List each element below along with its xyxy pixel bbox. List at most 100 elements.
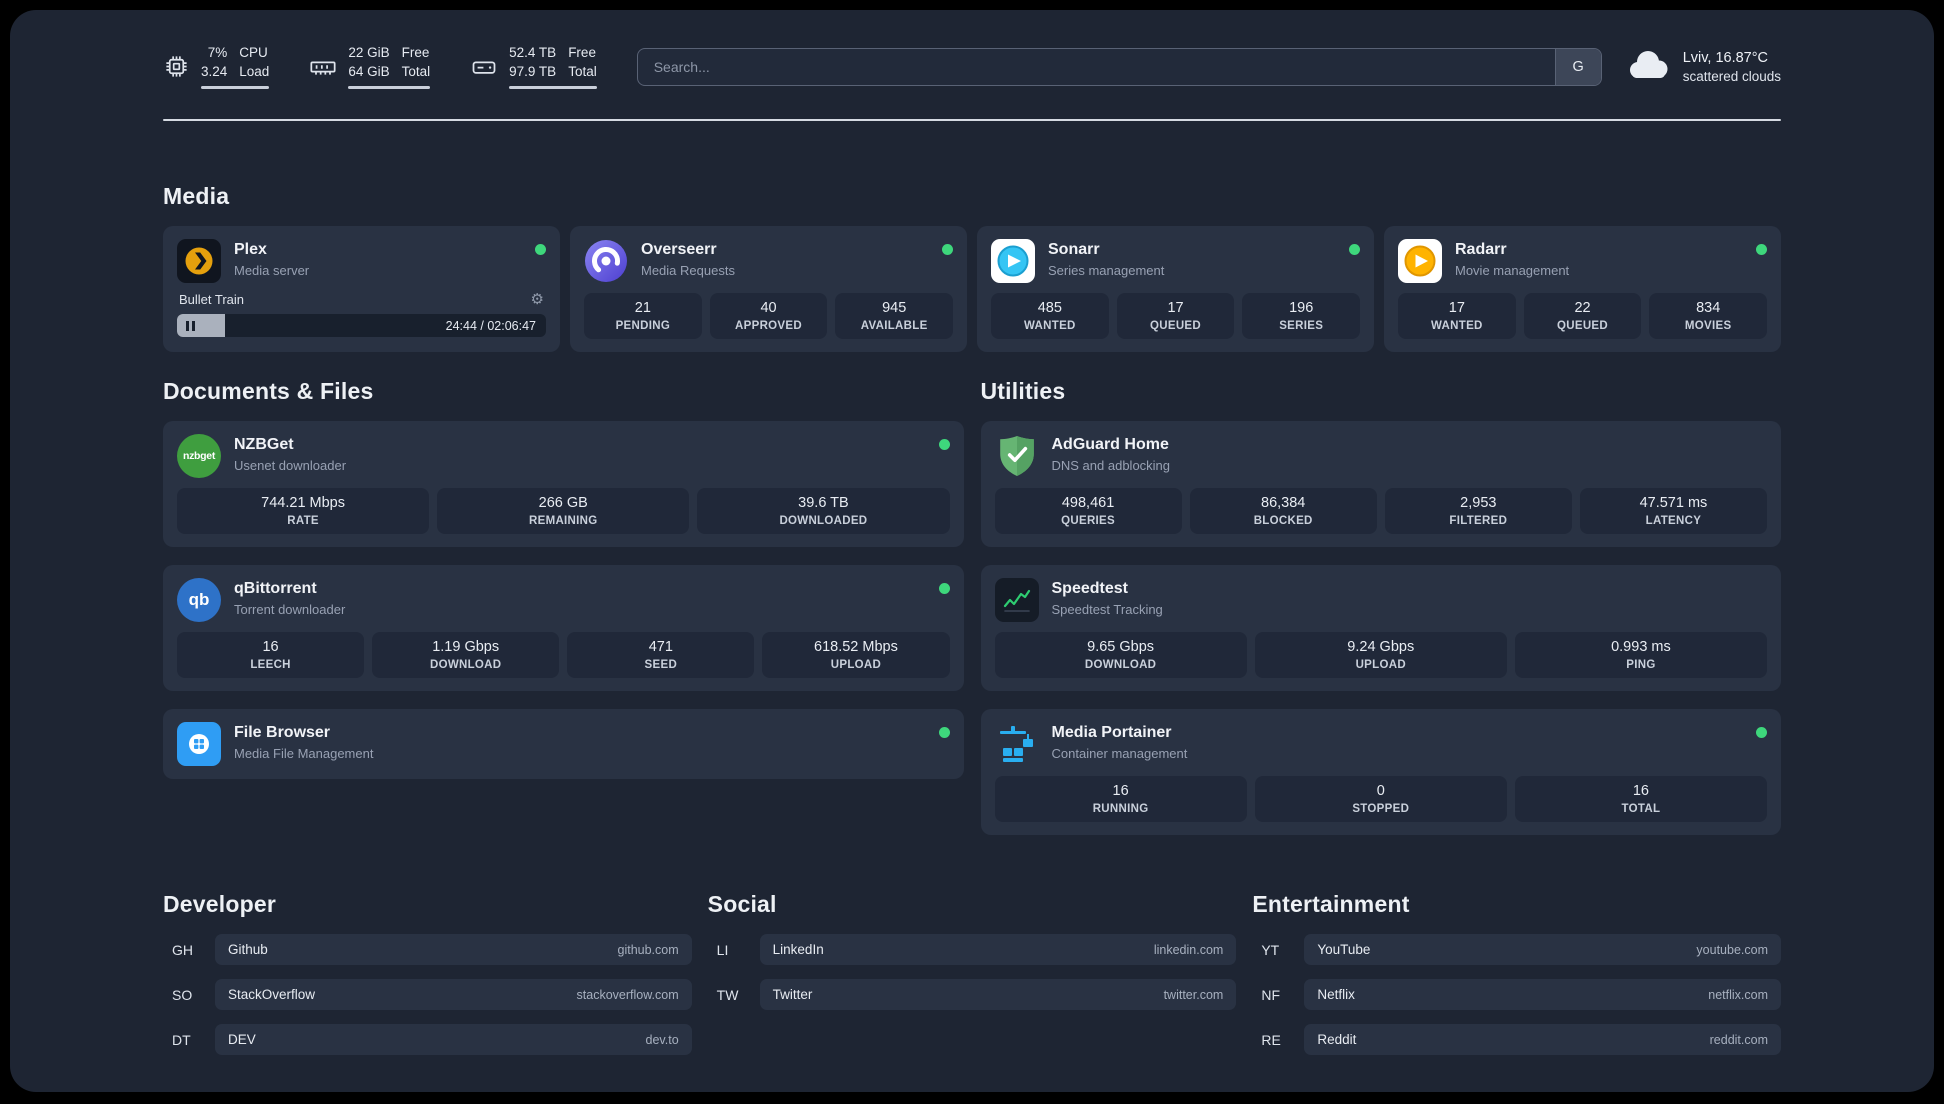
status-dot <box>1756 244 1767 256</box>
disk-usage-bar <box>509 86 597 90</box>
section-title-media: Media <box>163 183 230 210</box>
service-subtitle: Series management <box>1048 263 1165 279</box>
status-dot <box>942 244 953 256</box>
service-subtitle: Media File Management <box>234 746 374 762</box>
service-card-sonarr[interactable]: Sonarr Series management 485 WANTED 17 Q… <box>977 226 1374 353</box>
memory-total-value: 64 GiB <box>348 63 390 79</box>
now-playing-title: Bullet Train <box>179 292 245 308</box>
stat-queries: 498,461 QUERIES <box>994 488 1182 535</box>
filebrowser-icon <box>177 722 221 767</box>
service-subtitle: Movie management <box>1455 263 1570 279</box>
stat-ping: 0.993 ms PING <box>1514 632 1768 679</box>
gear-icon[interactable]: ⚙ <box>530 291 544 309</box>
cpu-icon <box>163 53 190 80</box>
stat-download: 9.65 Gbps DOWNLOAD <box>994 632 1247 679</box>
service-subtitle: Media Requests <box>641 263 735 279</box>
stat-upload: 618.52 Mbps UPLOAD <box>762 632 950 679</box>
bookmark-item-stackoverflow[interactable]: SO StackOverflow stackoverflow.com <box>163 979 692 1011</box>
service-name: Plex <box>234 241 267 259</box>
adguard-icon <box>995 434 1039 478</box>
service-name: Radarr <box>1455 241 1507 259</box>
cpu-usage-bar <box>201 86 270 90</box>
service-card-radarr[interactable]: Radarr Movie management 17 WANTED 22 QUE… <box>1384 226 1781 353</box>
stat-running: 16 RUNNING <box>994 776 1247 823</box>
stat-wanted: 17 WANTED <box>1398 293 1516 340</box>
media-grid: Plex Media server Bullet Train ⚙ 24:44 /… <box>163 226 1781 353</box>
plex-progress-bar: 24:44 / 02:06:47 <box>177 314 546 338</box>
bookmark-group-entertainment: Entertainment YT YouTube youtube.com NF … <box>1252 891 1781 1056</box>
search-bar: G <box>636 47 1602 86</box>
bookmark-group-developer: Developer GH Github github.com SO StackO… <box>163 891 692 1056</box>
section-title-social: Social <box>707 891 777 918</box>
service-subtitle: DNS and adblocking <box>1051 458 1171 474</box>
cpu-widget: 7% 3.24 CPU Load <box>163 44 270 90</box>
service-subtitle: Container management <box>1051 746 1188 762</box>
status-dot <box>535 244 546 256</box>
qbittorrent-icon: qb <box>177 578 221 623</box>
search-input[interactable] <box>637 48 1555 85</box>
bookmark-item-netflix[interactable]: NF Netflix netflix.com <box>1252 979 1781 1011</box>
stat-remaining: 266 GB REMAINING <box>437 488 690 535</box>
service-name: AdGuard Home <box>1051 436 1169 454</box>
radarr-icon <box>1398 239 1442 284</box>
bookmark-item-youtube[interactable]: YT YouTube youtube.com <box>1252 934 1781 966</box>
bookmark-item-twitter[interactable]: TW Twitter twitter.com <box>708 979 1237 1011</box>
nzbget-icon: nzbget <box>177 434 221 479</box>
section-title-utilities: Utilities <box>980 378 1066 405</box>
service-card-filebrowser[interactable]: File Browser Media File Management <box>163 709 964 780</box>
stat-available: 945 AVAILABLE <box>835 293 954 340</box>
bookmark-group-social: Social LI LinkedIn linkedin.com TW Twitt… <box>708 891 1237 1055</box>
stat-approved: 40 APPROVED <box>709 293 828 340</box>
stat-latency: 47.571 ms LATENCY <box>1579 488 1767 535</box>
service-card-qbittorrent[interactable]: qb qBittorrent Torrent downloader 16 LEE… <box>163 565 964 692</box>
search-provider-button[interactable]: G <box>1554 48 1601 85</box>
disk-total-label: Total <box>568 63 597 79</box>
memory-usage-bar <box>348 86 431 90</box>
disk-widget: 52.4 TB 97.9 TB Free Total <box>470 44 597 90</box>
service-card-nzbget[interactable]: nzbget NZBGet Usenet downloader 744.21 M… <box>163 421 964 548</box>
plex-progress-fill <box>177 314 225 338</box>
stat-upload: 9.24 Gbps UPLOAD <box>1254 632 1507 679</box>
service-name: Sonarr <box>1048 241 1100 259</box>
bookmark-item-dev[interactable]: DT DEV dev.to <box>163 1024 692 1056</box>
overseerr-icon <box>584 239 628 283</box>
disk-total-value: 97.9 TB <box>509 63 557 79</box>
cpu-label: CPU <box>239 45 268 60</box>
cpu-load-value: 3.24 <box>201 63 228 79</box>
memory-free-label: Free <box>401 45 430 60</box>
service-subtitle: Usenet downloader <box>234 458 347 474</box>
section-title-developer: Developer <box>163 891 277 918</box>
disk-icon <box>470 53 498 81</box>
topbar-divider <box>163 119 1781 122</box>
stat-download: 1.19 Gbps DOWNLOAD <box>372 632 560 679</box>
stat-pending: 21 PENDING <box>584 293 702 340</box>
bookmark-item-linkedin[interactable]: LI LinkedIn linkedin.com <box>708 934 1237 966</box>
load-label: Load <box>239 63 270 79</box>
service-card-portainer[interactable]: Media Portainer Container management 16 … <box>980 709 1781 836</box>
service-name: Overseerr <box>641 241 717 259</box>
service-card-plex[interactable]: Plex Media server Bullet Train ⚙ 24:44 /… <box>163 226 560 353</box>
service-subtitle: Media server <box>234 263 310 279</box>
topbar: 7% 3.24 CPU Load <box>163 44 1781 90</box>
weather-condition: scattered clouds <box>1682 68 1781 84</box>
cpu-usage-value: 7% <box>207 45 228 60</box>
stat-blocked: 86,384 BLOCKED <box>1189 488 1377 535</box>
portainer-icon <box>995 722 1039 766</box>
service-card-overseerr[interactable]: Overseerr Media Requests 21 PENDING 40 A… <box>570 226 967 353</box>
dashboard-panel: 7% 3.24 CPU Load <box>10 10 1934 1092</box>
stat-movies: 834 MOVIES <box>1649 293 1768 340</box>
pause-icon[interactable] <box>186 320 195 331</box>
memory-free-value: 22 GiB <box>348 45 390 60</box>
bookmark-item-github[interactable]: GH Github github.com <box>163 934 692 966</box>
stat-filtered: 2,953 FILTERED <box>1384 488 1572 535</box>
service-card-speedtest[interactable]: Speedtest Speedtest Tracking 9.65 Gbps D… <box>980 565 1781 692</box>
stat-stopped: 0 STOPPED <box>1254 776 1507 823</box>
section-title-documents: Documents & Files <box>163 378 374 405</box>
documents-column: Documents & Files nzbget NZBGet Usenet d… <box>163 378 964 835</box>
status-dot <box>938 439 950 451</box>
service-card-adguard[interactable]: AdGuard Home DNS and adblocking 498,461 … <box>980 421 1781 548</box>
sonarr-icon <box>991 239 1035 284</box>
stat-series: 196 SERIES <box>1242 293 1361 340</box>
cloud-icon <box>1626 49 1670 85</box>
bookmark-item-reddit[interactable]: RE Reddit reddit.com <box>1252 1024 1781 1056</box>
